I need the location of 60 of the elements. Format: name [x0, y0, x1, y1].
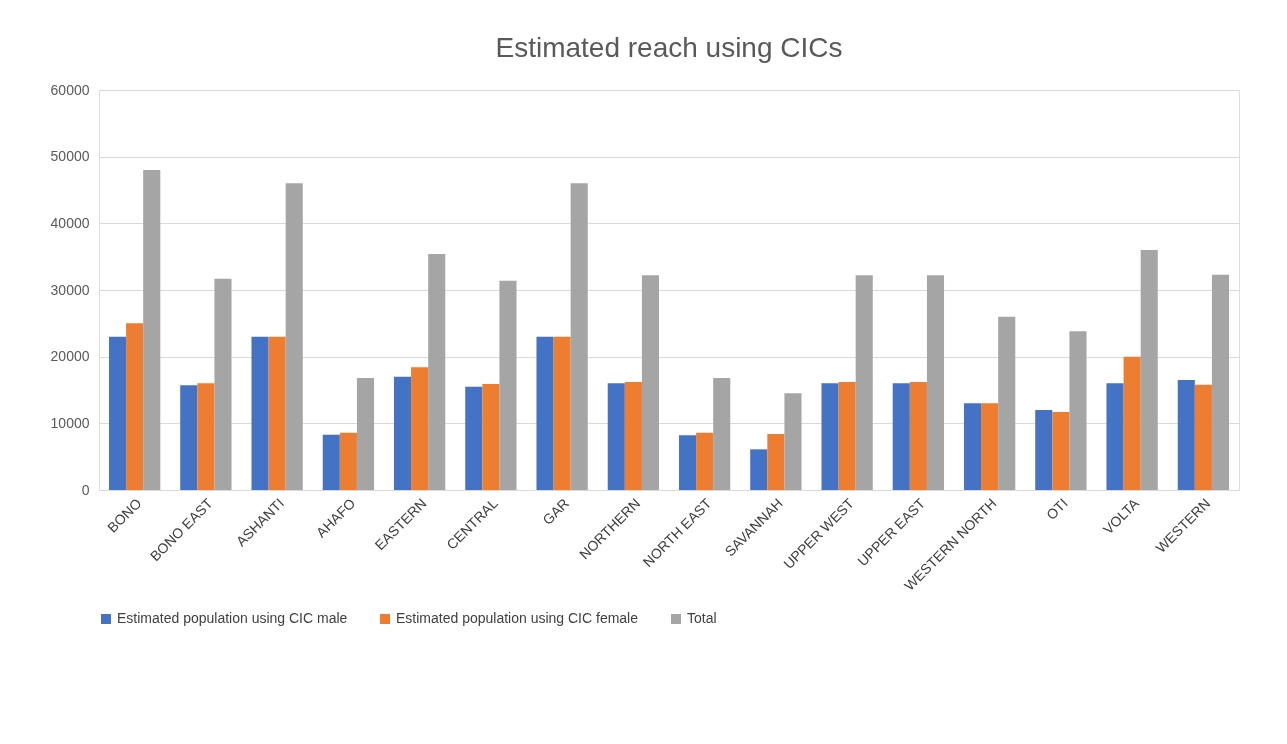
- bar: [1140, 250, 1158, 490]
- bar: [499, 280, 517, 490]
- bar: [838, 382, 856, 490]
- bar: [1052, 412, 1070, 490]
- y-tick-label: 10000: [50, 414, 90, 431]
- y-tick-label: 20000: [50, 348, 90, 365]
- bar: [411, 367, 429, 490]
- bar: [108, 336, 127, 490]
- bar: [1123, 356, 1141, 490]
- bar: [892, 383, 910, 490]
- bar: [339, 432, 357, 490]
- bar: [356, 378, 375, 490]
- legend-label: Estimated population using CIC female: [396, 610, 639, 626]
- bar: [180, 385, 198, 490]
- bar: [1069, 331, 1087, 490]
- bar: [981, 403, 999, 490]
- bar: [268, 336, 286, 490]
- bar: [482, 384, 500, 490]
- x-tick-label: OTI: [1042, 495, 1071, 523]
- bar: [641, 275, 660, 490]
- bar: [197, 383, 215, 490]
- bar: [428, 254, 446, 490]
- y-tick-label: 50000: [50, 148, 90, 165]
- bar: [126, 323, 144, 490]
- legend-label: Total: [687, 610, 717, 626]
- bar: [1035, 410, 1053, 490]
- bar: [465, 386, 483, 490]
- bar: [784, 393, 802, 490]
- bar: [624, 382, 642, 490]
- legend-label: Estimated population using CIC male: [117, 610, 348, 626]
- bar: [696, 432, 714, 490]
- bar: [607, 383, 625, 490]
- bar: [1194, 384, 1212, 490]
- bar: [570, 183, 588, 490]
- bar: [678, 435, 697, 490]
- bar: [536, 336, 554, 490]
- bar: [1106, 383, 1124, 490]
- bar: [251, 336, 269, 490]
- bar: [214, 278, 232, 490]
- bar: [143, 170, 161, 490]
- bar: [285, 183, 303, 490]
- y-tick-label: 30000: [50, 281, 90, 298]
- y-tick-label: 40000: [50, 214, 90, 231]
- bar: [1211, 274, 1230, 490]
- bar: [393, 376, 412, 490]
- bar: [998, 316, 1016, 490]
- bar: [1177, 380, 1195, 490]
- y-tick-label: 0: [81, 481, 90, 498]
- bar: [855, 275, 873, 490]
- bar: [322, 434, 340, 490]
- bar: [750, 449, 768, 490]
- bar: [926, 275, 945, 490]
- bar: [713, 378, 731, 490]
- bar: [767, 434, 785, 490]
- bar: [963, 403, 982, 490]
- bar: [821, 383, 839, 490]
- bar: [909, 382, 927, 490]
- y-tick-label: 60000: [50, 81, 90, 98]
- bar: [553, 336, 571, 490]
- chart-title: Estimated reach using CICs: [495, 32, 843, 63]
